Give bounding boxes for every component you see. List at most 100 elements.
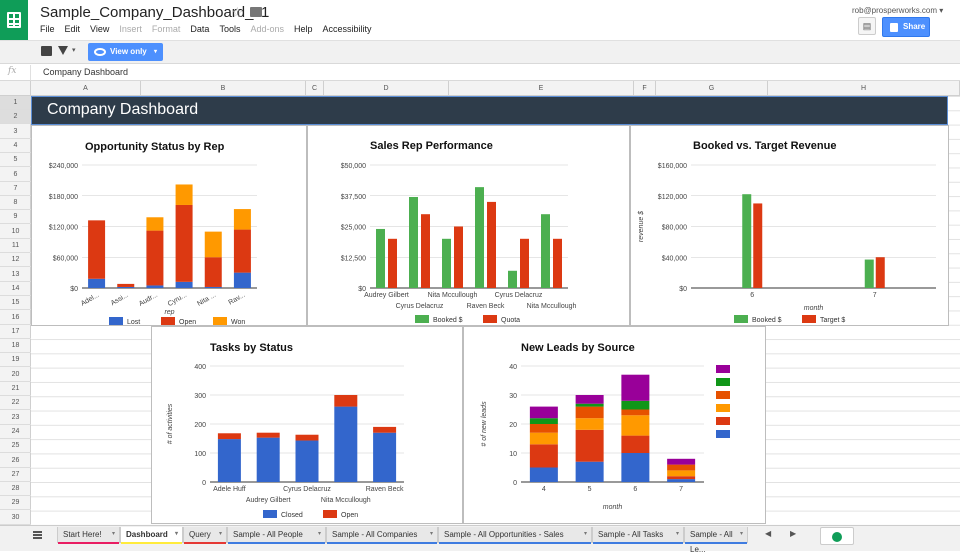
row-header-20[interactable]: 20 (0, 368, 31, 382)
row-header-9[interactable]: 9 (0, 210, 31, 225)
view-only-button[interactable]: View only ▾ (88, 43, 163, 61)
bar-target-6 (753, 203, 763, 288)
tab-scroll-right-icon[interactable]: ▶ (790, 529, 797, 538)
chart-new-leads-by-source[interactable]: New Leads by Source 40 30 20 10 0 4 5 6 7 month # … (463, 326, 766, 524)
menu-item-accessibility[interactable]: Accessibility (322, 24, 372, 34)
tab-menu-icon[interactable]: ▾ (583, 531, 587, 537)
explore-button[interactable] (820, 527, 854, 545)
column-header-h[interactable]: H (768, 81, 960, 96)
y-tick-label: $50,000 (341, 163, 366, 170)
column-header-e[interactable]: E (449, 81, 634, 96)
star-icon[interactable]: ☆ (231, 4, 244, 20)
tab-menu-icon[interactable]: ▾ (111, 531, 115, 537)
chart-sales-rep-performance[interactable]: Sales Rep Performance $50,000 $37,500 $25,… (307, 125, 630, 326)
share-button[interactable]: Share (882, 17, 930, 37)
chart-booked-vs-target[interactable]: Booked vs. Target Revenue $160,000 $120,0… (630, 125, 949, 326)
column-header-f[interactable]: F (634, 81, 656, 96)
column-header-d[interactable]: D (324, 81, 449, 96)
tab-label: Start Here! (63, 530, 102, 539)
select-all-corner[interactable] (0, 81, 31, 96)
filter-icon[interactable] (58, 46, 68, 55)
row-header-7[interactable]: 7 (0, 182, 31, 196)
column-header-g[interactable]: G (656, 81, 768, 96)
row-header-18[interactable]: 18 (0, 339, 31, 354)
column-header-b[interactable]: B (141, 81, 306, 96)
y-tick-label: $80,000 (662, 225, 687, 232)
x-tick-label: 6 (633, 486, 637, 493)
row-header-16[interactable]: 16 (0, 311, 31, 325)
menu-item-tools[interactable]: Tools (219, 24, 241, 34)
row-header-14[interactable]: 14 (0, 282, 31, 296)
menu-item-edit[interactable]: Edit (64, 24, 81, 34)
tab-menu-icon[interactable]: ▾ (218, 531, 222, 537)
user-account[interactable]: rob@prosperworks.com ▾ (852, 6, 944, 15)
bar-booked-audrey-gilbert (376, 228, 385, 288)
row-header-19[interactable]: 19 (0, 353, 31, 368)
sheets-logo-icon[interactable] (0, 0, 28, 40)
sheet-tab-start-here[interactable]: Start Here! ▾ (57, 527, 120, 544)
row-header-8[interactable]: 8 (0, 196, 31, 211)
bar-quota-nita-mccullough (454, 226, 463, 288)
sheet-tab-dashboard[interactable]: Dashboard ▾ (120, 527, 183, 544)
all-sheets-icon[interactable] (33, 531, 42, 539)
tab-menu-icon[interactable]: ▾ (675, 531, 679, 537)
row-header-12[interactable]: 12 (0, 253, 31, 268)
user-email[interactable]: rob@prosperworks.com (852, 6, 938, 15)
row-header-4[interactable]: 4 (0, 139, 31, 153)
row-header-23[interactable]: 23 (0, 411, 31, 425)
row-header-27[interactable]: 27 (0, 468, 31, 482)
row-header-13[interactable]: 13 (0, 268, 31, 282)
sheet-tab-sample-all-opportunities-sales[interactable]: Sample - All Opportunities - Sales ▾ (438, 527, 592, 544)
menu-bar: File Edit View Insert Format Data Tools Add-ons… (40, 24, 382, 34)
comments-button[interactable]: ▤ (858, 17, 876, 35)
sheet-tab-sample-all-tasks[interactable]: Sample - All Tasks ▾ (592, 527, 684, 544)
row-header-3[interactable]: 3 (0, 125, 31, 139)
y-tick-label: $0 (70, 286, 78, 293)
tab-menu-icon[interactable]: ▾ (739, 531, 743, 537)
row-header-30[interactable]: 30 (0, 511, 31, 525)
bar-open-cyru (175, 204, 193, 282)
chart-opportunity-status[interactable]: Opportunity Status by Rep $240,000 $180,0… (31, 125, 307, 326)
x-tick-label: Nita Mccullough (428, 292, 478, 299)
bar-source-6-5 (575, 395, 604, 404)
column-header-c[interactable]: C (306, 81, 324, 96)
tab-scroll-left-icon[interactable]: ◀ (765, 529, 772, 538)
dashboard-banner[interactable] (31, 96, 948, 125)
row-header-26[interactable]: 26 (0, 454, 31, 468)
tab-menu-icon[interactable]: ▾ (317, 531, 321, 537)
row-header-10[interactable]: 10 (0, 225, 31, 239)
row-header-15[interactable]: 15 (0, 296, 31, 311)
row-header-21[interactable]: 21 (0, 382, 31, 396)
menu-item-data[interactable]: Data (190, 24, 210, 34)
legend-swatch-source-3 (716, 404, 730, 412)
row-header-25[interactable]: 25 (0, 439, 31, 454)
chart-tasks-by-status[interactable]: Tasks by Status 400 300 200 100 0 Adele Huff A… (151, 326, 463, 524)
column-header-a[interactable]: A (31, 81, 141, 96)
tab-menu-icon[interactable]: ▾ (429, 531, 433, 537)
row-header-2[interactable]: 2 (0, 110, 31, 125)
sheet-tab-sample-all-companies[interactable]: Sample - All Companies ▾ (326, 527, 438, 544)
sheet-tab-sample-all-le[interactable]: Sample - All Le... ▾ (684, 527, 748, 554)
folder-icon[interactable] (250, 7, 262, 17)
row-header-1[interactable]: 1 (0, 96, 31, 110)
y-tick-label: $180,000 (49, 194, 78, 201)
sheet-tab-sample-all-people[interactable]: Sample - All People ▾ (227, 527, 326, 544)
row-header-5[interactable]: 5 (0, 153, 31, 168)
document-title[interactable]: Sample_Company_Dashboard_v1 (40, 4, 270, 21)
row-header-28[interactable]: 28 (0, 482, 31, 497)
tab-menu-icon[interactable]: ▾ (174, 531, 178, 537)
menu-item-view[interactable]: View (90, 24, 110, 34)
sheet-tab-query[interactable]: Query ▾ (183, 527, 227, 544)
row-header-29[interactable]: 29 (0, 496, 31, 511)
row-header-6[interactable]: 6 (0, 168, 31, 182)
menu-item-file[interactable]: File (40, 24, 55, 34)
menu-item-help[interactable]: Help (293, 24, 313, 34)
row-header-24[interactable]: 24 (0, 425, 31, 439)
legend-swatch-target (802, 315, 816, 323)
filter-dropdown-icon[interactable]: ▾ (72, 47, 76, 54)
row-header-11[interactable]: 11 (0, 239, 31, 253)
formula-input[interactable]: Company Dashboard (43, 67, 129, 77)
row-header-22[interactable]: 22 (0, 396, 31, 411)
row-header-17[interactable]: 17 (0, 325, 31, 339)
print-icon[interactable] (41, 46, 52, 56)
